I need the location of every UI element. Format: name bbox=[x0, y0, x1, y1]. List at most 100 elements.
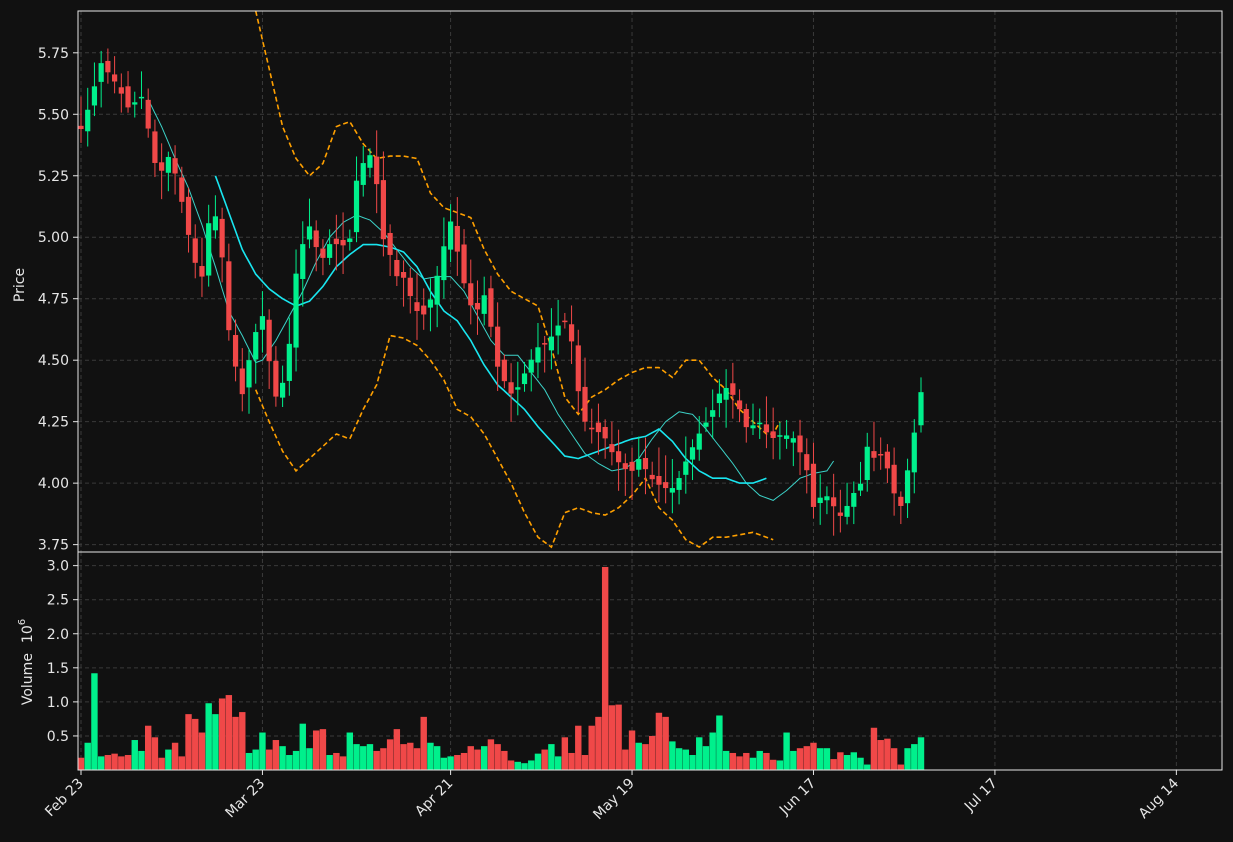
price-tick-label: 5.50 bbox=[38, 107, 69, 123]
candle-body bbox=[568, 324, 575, 342]
candle-body bbox=[152, 131, 158, 163]
volume-bar bbox=[326, 755, 333, 770]
volume-bar bbox=[366, 744, 374, 770]
volume-bar bbox=[528, 760, 535, 770]
candle-body bbox=[239, 368, 245, 395]
candle-body bbox=[226, 261, 232, 331]
volume-bar bbox=[292, 750, 300, 770]
volume-bar bbox=[252, 749, 259, 770]
volume-bar bbox=[118, 756, 125, 770]
candle-body bbox=[98, 63, 104, 82]
candle-body bbox=[387, 232, 393, 255]
candle-body bbox=[185, 196, 192, 235]
volume-bar bbox=[689, 755, 696, 770]
volume-bar bbox=[393, 729, 401, 770]
candle-body bbox=[636, 459, 642, 470]
candle-body bbox=[736, 400, 743, 410]
candle-body bbox=[878, 453, 884, 456]
volume-bar bbox=[696, 737, 703, 770]
volume-bar bbox=[722, 750, 730, 770]
candle-body bbox=[179, 177, 185, 202]
bollinger-bands bbox=[254, 11, 781, 549]
volume-axis-label-base: 10 bbox=[20, 625, 36, 643]
candle-body bbox=[259, 316, 266, 330]
candle-body bbox=[374, 156, 380, 185]
price-tick-label: 5.25 bbox=[38, 169, 69, 185]
volume-bar bbox=[97, 756, 105, 770]
candle-body bbox=[575, 345, 581, 392]
candle-body bbox=[253, 332, 259, 360]
candle-body bbox=[683, 461, 689, 475]
volume-bar bbox=[178, 756, 185, 770]
candle-body bbox=[804, 454, 810, 471]
volume-tick-label: 3.0 bbox=[47, 559, 69, 575]
volume-bar bbox=[225, 695, 233, 770]
price-tick-label: 5.00 bbox=[38, 230, 69, 246]
volume-tick-label: 1.0 bbox=[47, 695, 69, 711]
price-tick-label: 3.75 bbox=[38, 538, 69, 554]
volume-bar bbox=[460, 752, 468, 770]
volume-tick-label: 2.5 bbox=[47, 593, 69, 609]
candle-body bbox=[138, 96, 145, 99]
volume-bar bbox=[608, 705, 616, 770]
volume-bar bbox=[84, 742, 91, 770]
candle-body bbox=[400, 271, 407, 278]
volume-bar bbox=[77, 757, 85, 770]
volume-bar bbox=[124, 755, 132, 770]
price-tick-label: 4.25 bbox=[38, 415, 69, 431]
candle-body bbox=[622, 463, 628, 470]
candle-body bbox=[105, 60, 111, 73]
candle-body bbox=[206, 223, 212, 276]
volume-bar bbox=[360, 746, 367, 770]
candle-body bbox=[78, 125, 84, 130]
candle-body bbox=[851, 492, 857, 507]
candle-body bbox=[790, 438, 796, 443]
candle-body bbox=[663, 482, 669, 489]
volume-bar bbox=[561, 737, 569, 770]
volume-bar bbox=[554, 756, 562, 770]
candle-body bbox=[132, 102, 138, 105]
volume-bar-series bbox=[77, 566, 925, 770]
volume-bar bbox=[682, 749, 689, 770]
candle-body bbox=[474, 302, 481, 310]
volume-bar bbox=[91, 673, 98, 770]
candle-body bbox=[246, 360, 252, 388]
volume-bar bbox=[131, 740, 138, 770]
volume-bar bbox=[427, 742, 434, 770]
volume-bar bbox=[265, 749, 273, 770]
volume-bar bbox=[904, 748, 911, 770]
candle-body bbox=[871, 451, 877, 458]
candle-body bbox=[306, 226, 313, 240]
candle-body bbox=[750, 425, 756, 429]
volume-bar bbox=[857, 757, 864, 770]
candle-body bbox=[904, 470, 911, 504]
candle-body bbox=[360, 163, 366, 185]
volume-bar bbox=[790, 750, 797, 770]
volume-axis-label-power: 6 bbox=[17, 619, 28, 625]
volume-bar bbox=[716, 715, 723, 770]
volume-bar bbox=[817, 748, 824, 770]
candle-body bbox=[273, 360, 279, 397]
candle-body bbox=[676, 478, 682, 490]
candle-body bbox=[427, 299, 434, 308]
volume-axis-label: Volume 106 bbox=[17, 619, 36, 705]
volume-bar bbox=[635, 742, 642, 770]
volume-bar bbox=[353, 744, 360, 770]
candle-body bbox=[609, 444, 615, 453]
volume-bar bbox=[655, 712, 663, 770]
volume-bar bbox=[447, 756, 454, 770]
candle-body bbox=[535, 347, 541, 363]
candle-body bbox=[777, 435, 783, 437]
volume-axis-ticks: 0.5 1.0 1.5 2.0 2.5 3.0 bbox=[47, 559, 78, 745]
candle-body bbox=[434, 275, 440, 305]
volume-bar bbox=[151, 737, 159, 770]
candle-body bbox=[770, 431, 776, 438]
volume-panel-grid bbox=[78, 552, 1222, 770]
candle-body bbox=[165, 156, 171, 173]
volume-bar bbox=[669, 741, 676, 770]
volume-bar bbox=[272, 740, 280, 770]
candle-body bbox=[495, 326, 501, 367]
candle-body bbox=[199, 266, 205, 277]
volume-bar bbox=[185, 714, 192, 770]
candle-body bbox=[589, 427, 595, 430]
